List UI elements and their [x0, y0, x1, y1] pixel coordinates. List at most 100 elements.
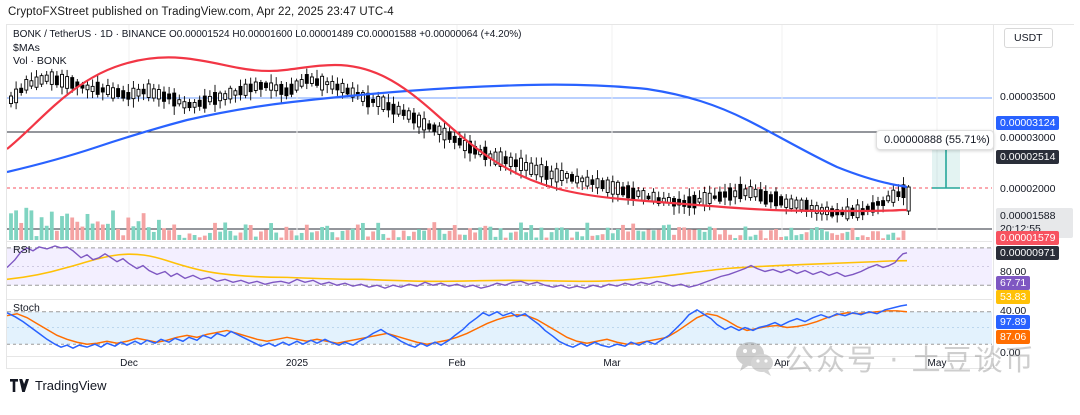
legend-volume[interactable]: Vol · BONK: [13, 55, 67, 67]
legend-symbol[interactable]: BONK / TetherUS · 1D · BINANCE O0.000015…: [13, 29, 522, 40]
candle-body-up: [233, 90, 238, 96]
volume-bar-down: [631, 223, 636, 240]
volume-bar-down: [712, 228, 717, 240]
volume-bar-down: [677, 227, 681, 240]
volume-bar-up: [223, 222, 228, 240]
candle-body-up: [794, 199, 799, 209]
volume-bar-down: [871, 231, 875, 240]
candle-body-down: [80, 84, 85, 89]
volume-bar-up: [396, 237, 401, 240]
volume-bar-up: [151, 231, 156, 240]
candle-body-up: [422, 118, 427, 131]
volume-bar-up: [90, 223, 95, 240]
candle-body-down: [258, 82, 263, 90]
volume-bar-up: [243, 224, 248, 240]
candle-body-up: [733, 190, 738, 198]
volume-bar-down: [646, 229, 651, 240]
volume-bar-down: [682, 227, 687, 240]
volume-bar-down: [401, 230, 406, 240]
volume-bar-up: [559, 227, 564, 240]
volume-bar-up: [111, 210, 115, 240]
volume-bar-down: [718, 234, 722, 240]
scale-badge-rsi-ma: 53.83: [996, 290, 1031, 304]
scale-tick-2: 0.00002000: [1000, 183, 1056, 195]
volume-bar-up: [524, 232, 528, 240]
candle-body-up: [743, 188, 748, 197]
volume-bar-down: [758, 230, 763, 240]
candle-body-down: [677, 198, 682, 206]
volume-bar-up: [310, 232, 314, 240]
volume-bar-down: [162, 228, 166, 240]
candle-body-up: [218, 92, 223, 102]
candle-body-up: [396, 105, 401, 115]
volume-bar-up: [157, 219, 161, 240]
volume-bar-up: [44, 225, 49, 240]
volume-bar-down: [692, 229, 697, 240]
volume-bar-down: [248, 225, 253, 240]
currency-label[interactable]: USDT: [1004, 28, 1053, 48]
volume-bar-down: [901, 230, 906, 240]
volume-bar-up: [575, 231, 579, 240]
price-chart-svg: [7, 25, 992, 240]
volume-bar-up: [29, 210, 34, 240]
candle-body-up: [29, 80, 34, 87]
scale-badge-blue-level: 0.00003124: [996, 116, 1060, 130]
legend-rsi[interactable]: RSI: [13, 244, 31, 256]
stoch-k-line: [7, 304, 908, 349]
volume-bar-down: [279, 237, 284, 240]
volume-bar-up: [636, 230, 641, 240]
legend-stoch[interactable]: Stoch: [13, 302, 40, 314]
candle-body-up: [14, 88, 19, 104]
volume-bar-up: [218, 231, 222, 240]
candle-body-down: [830, 208, 835, 217]
price-scale[interactable]: USDT 0.00003500 0.00003000 0.00002000 80…: [993, 25, 1074, 369]
candle-body-up: [360, 92, 365, 102]
candle-body-up: [9, 95, 13, 104]
candle-body-up: [615, 181, 620, 195]
volume-bar-up: [274, 232, 279, 240]
volume-bar-down: [503, 237, 508, 240]
volume-bar-down: [80, 226, 85, 240]
candle-body-up: [24, 79, 29, 91]
candle-body-down: [513, 159, 518, 168]
volume-bar-up: [106, 223, 110, 240]
legend-mas[interactable]: $MAs: [13, 42, 40, 54]
volume-bar-down: [264, 229, 268, 240]
candle-body-down: [835, 209, 840, 216]
scale-tick-4: 40.00: [1000, 305, 1027, 317]
volume-bar-up: [845, 231, 850, 240]
stoch-pane[interactable]: Stoch: [7, 299, 992, 355]
volume-bar-up: [493, 236, 498, 240]
scale-tick-3: 80.00: [1000, 266, 1027, 278]
volume-bar-up: [707, 226, 712, 240]
volume-bar-down: [366, 236, 370, 240]
rsi-ma-line: [7, 253, 908, 283]
volume-bar-up: [820, 229, 824, 240]
candle-body-up: [580, 177, 585, 183]
candle-body-down: [100, 87, 105, 93]
candle-body-up: [748, 186, 753, 199]
volume-bar-down: [728, 234, 732, 240]
candle-body-down: [335, 83, 340, 91]
candle-body-up: [442, 127, 447, 141]
candle-body-down: [570, 174, 574, 182]
sma-fast-line: [7, 56, 907, 213]
volume-bar-up: [325, 225, 330, 240]
volume-bar-down: [70, 217, 75, 240]
volume-bar-up: [208, 232, 212, 240]
candle-body-down: [896, 191, 901, 198]
volume-bar-down: [763, 238, 768, 240]
candle-body-down: [167, 93, 172, 100]
rsi-line: [7, 245, 908, 289]
volume-bar-up: [702, 231, 707, 240]
volume-bar-down: [621, 224, 625, 240]
volume-bar-down: [514, 231, 518, 240]
volume-bar-up: [340, 230, 345, 240]
price-pane[interactable]: BONK / TetherUS · 1D · BINANCE O0.000015…: [7, 25, 992, 240]
rsi-pane[interactable]: RSI: [7, 241, 992, 298]
candle-body-up: [177, 99, 182, 105]
volume-bar-down: [371, 231, 375, 240]
volume-bar-up: [131, 226, 136, 240]
time-axis[interactable]: Dec 2025 Feb Mar Apr May: [7, 356, 992, 369]
